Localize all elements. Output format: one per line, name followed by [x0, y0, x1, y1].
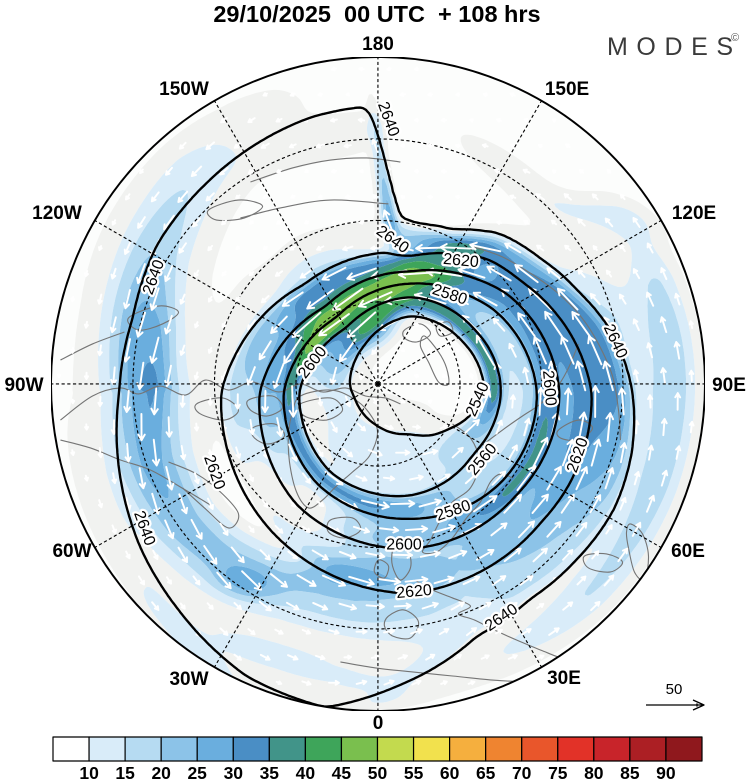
svg-text:60: 60	[440, 763, 460, 782]
svg-text:MODES: MODES	[607, 33, 742, 61]
svg-text:150E: 150E	[545, 79, 589, 100]
svg-text:65: 65	[476, 763, 496, 782]
svg-text:25: 25	[187, 763, 207, 782]
svg-text:50: 50	[368, 763, 388, 782]
svg-text:15: 15	[115, 763, 135, 782]
svg-text:90E: 90E	[712, 375, 746, 396]
svg-text:90W: 90W	[4, 375, 43, 396]
svg-text:180: 180	[362, 34, 394, 55]
svg-text:70: 70	[512, 763, 532, 782]
svg-text:2580: 2580	[430, 281, 469, 308]
svg-text:2640: 2640	[374, 100, 402, 139]
svg-text:2600: 2600	[539, 370, 559, 407]
svg-text:85: 85	[620, 763, 640, 782]
svg-text:2620: 2620	[442, 251, 479, 271]
svg-text:120W: 120W	[32, 203, 82, 224]
svg-text:2640: 2640	[140, 258, 168, 297]
svg-text:2580: 2580	[434, 497, 473, 525]
svg-text:30E: 30E	[547, 668, 581, 689]
svg-text:20: 20	[151, 763, 171, 782]
svg-text:40: 40	[296, 763, 316, 782]
svg-text:2620: 2620	[396, 582, 433, 602]
svg-text:2560: 2560	[465, 440, 501, 478]
svg-text:50: 50	[666, 681, 683, 698]
svg-text:2620: 2620	[564, 436, 592, 475]
svg-text:80: 80	[584, 763, 604, 782]
svg-text:60W: 60W	[52, 541, 91, 562]
svg-text:75: 75	[548, 763, 568, 782]
svg-text:©: ©	[731, 32, 739, 44]
svg-text:2640: 2640	[373, 223, 412, 258]
svg-text:0: 0	[373, 713, 384, 734]
svg-text:150W: 150W	[159, 79, 209, 100]
svg-text:2620: 2620	[200, 453, 228, 492]
svg-text:30: 30	[224, 763, 244, 782]
svg-text:35: 35	[260, 763, 280, 782]
svg-text:90: 90	[656, 763, 676, 782]
svg-text:2640: 2640	[600, 322, 631, 362]
svg-text:29/10/2025 00 UTC + 108 hrs: 29/10/2025 00 UTC + 108 hrs	[213, 1, 540, 27]
svg-text:10: 10	[79, 763, 99, 782]
svg-text:30W: 30W	[169, 669, 208, 690]
svg-text:2600: 2600	[386, 536, 422, 553]
svg-text:45: 45	[332, 763, 352, 782]
svg-text:120E: 120E	[672, 203, 716, 224]
svg-text:2600: 2600	[295, 343, 330, 382]
svg-text:2540: 2540	[463, 380, 493, 420]
svg-text:60E: 60E	[671, 541, 705, 562]
svg-text:55: 55	[404, 763, 424, 782]
svg-text:2640: 2640	[482, 601, 521, 635]
svg-text:2640: 2640	[130, 509, 158, 548]
